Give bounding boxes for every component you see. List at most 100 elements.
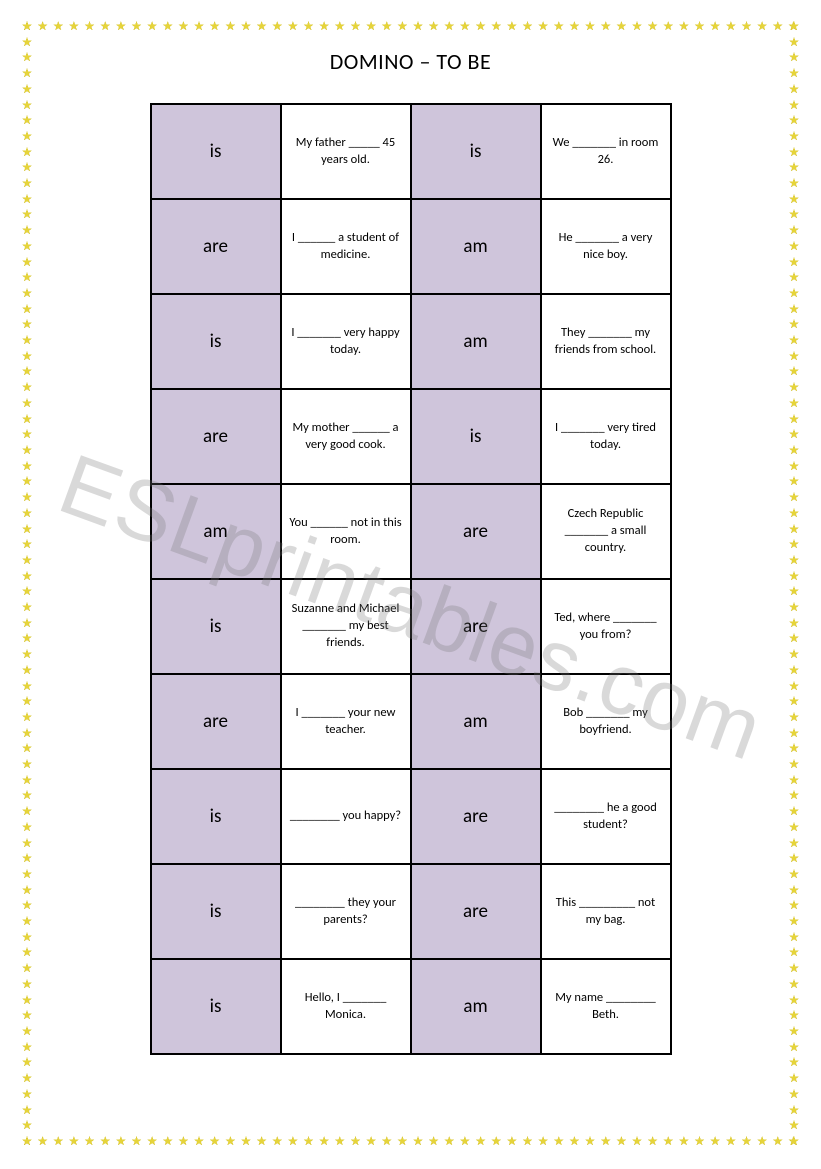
star-icon: ★ [787,680,801,694]
star-icon: ★ [787,271,801,285]
star-icon: ★ [129,1135,143,1149]
star-icon: ★ [192,1135,206,1149]
word-cell: are [151,199,281,294]
word-cell: is [151,104,281,199]
star-icon: ★ [20,67,34,81]
star-icon: ★ [20,177,34,191]
word-cell: are [411,769,541,864]
star-icon: ★ [20,962,34,976]
star-icon: ★ [787,460,801,474]
star-icon: ★ [20,899,34,913]
star-icon: ★ [787,742,801,756]
star-icon: ★ [458,20,472,34]
star-icon: ★ [161,20,175,34]
domino-grid: isMy father _____ 45 years old.isWe ____… [150,103,672,1055]
sentence-cell: I _______ very tired today. [541,389,671,484]
sentence-cell: My name ________ Beth. [541,959,671,1054]
star-icon: ★ [395,1135,409,1149]
star-icon: ★ [599,1135,613,1149]
star-icon: ★ [223,1135,237,1149]
star-icon: ★ [489,1135,503,1149]
star-icon: ★ [442,20,456,34]
star-icon: ★ [333,1135,347,1149]
star-icon: ★ [20,805,34,819]
star-icon: ★ [192,20,206,34]
star-icon: ★ [20,51,34,65]
star-icon: ★ [239,20,253,34]
star-icon: ★ [787,350,801,364]
star-icon: ★ [380,1135,394,1149]
star-icon: ★ [787,695,801,709]
star-icon: ★ [787,1056,801,1070]
page-title: DOMINO – TO BE [330,48,491,75]
star-icon: ★ [20,727,34,741]
star-icon: ★ [333,20,347,34]
star-icon: ★ [599,20,613,34]
star-icon: ★ [787,318,801,332]
star-icon: ★ [20,381,34,395]
star-icon: ★ [693,1135,707,1149]
star-icon: ★ [614,20,628,34]
star-icon: ★ [67,1135,81,1149]
star-icon: ★ [787,727,801,741]
star-icon: ★ [787,334,801,348]
star-icon: ★ [83,20,97,34]
star-icon: ★ [20,1135,34,1149]
star-icon: ★ [395,20,409,34]
star-icon: ★ [20,397,34,411]
star-icon: ★ [787,978,801,992]
star-icon: ★ [787,475,801,489]
sentence-cell: ________ he a good student? [541,769,671,864]
star-icon: ★ [223,20,237,34]
star-icon: ★ [20,460,34,474]
star-icon: ★ [20,303,34,317]
star-icon: ★ [787,20,801,34]
star-icon: ★ [20,994,34,1008]
star-icon: ★ [208,20,222,34]
star-icon: ★ [787,1135,801,1149]
star-icon: ★ [787,931,801,945]
star-icon: ★ [505,20,519,34]
star-icon: ★ [20,884,34,898]
star-icon: ★ [521,20,535,34]
word-cell: am [411,294,541,389]
star-icon: ★ [36,20,50,34]
star-icon: ★ [536,1135,550,1149]
star-icon: ★ [20,444,34,458]
star-icon: ★ [380,20,394,34]
star-icon: ★ [787,1088,801,1102]
word-cell: are [151,389,281,484]
star-icon: ★ [270,20,284,34]
star-icon: ★ [83,1135,97,1149]
star-icon: ★ [755,1135,769,1149]
sentence-cell: I _______ your new teacher. [281,674,411,769]
star-icon: ★ [630,1135,644,1149]
star-icon: ★ [787,507,801,521]
star-icon: ★ [20,1088,34,1102]
star-icon: ★ [20,868,34,882]
star-icon: ★ [20,1025,34,1039]
star-icon: ★ [20,99,34,113]
sentence-cell: I _______ very happy today. [281,294,411,389]
star-icon: ★ [787,130,801,144]
star-icon: ★ [20,711,34,725]
star-icon: ★ [364,1135,378,1149]
word-cell: are [411,864,541,959]
star-icon: ★ [583,1135,597,1149]
star-icon: ★ [20,20,34,34]
star-icon: ★ [20,130,34,144]
star-icon: ★ [787,852,801,866]
star-icon: ★ [129,20,143,34]
star-icon: ★ [20,523,34,537]
sentence-cell: Bob _______ my boyfriend. [541,674,671,769]
star-icon: ★ [724,1135,738,1149]
star-icon: ★ [20,852,34,866]
star-icon: ★ [161,1135,175,1149]
star-icon: ★ [176,20,190,34]
star-icon: ★ [787,805,801,819]
star-icon: ★ [755,20,769,34]
star-icon: ★ [20,193,34,207]
sentence-cell: Ted, where _______ you from? [541,579,671,674]
star-icon: ★ [787,523,801,537]
star-icon: ★ [661,20,675,34]
